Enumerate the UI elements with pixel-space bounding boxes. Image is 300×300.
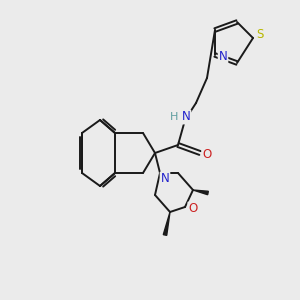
- Text: S: S: [256, 28, 264, 40]
- Text: N: N: [219, 50, 227, 64]
- Text: H: H: [170, 112, 178, 122]
- Text: N: N: [160, 172, 169, 185]
- Text: O: O: [188, 202, 198, 215]
- Polygon shape: [163, 212, 170, 236]
- Text: O: O: [202, 148, 211, 160]
- Polygon shape: [193, 190, 208, 195]
- Text: N: N: [182, 110, 190, 124]
